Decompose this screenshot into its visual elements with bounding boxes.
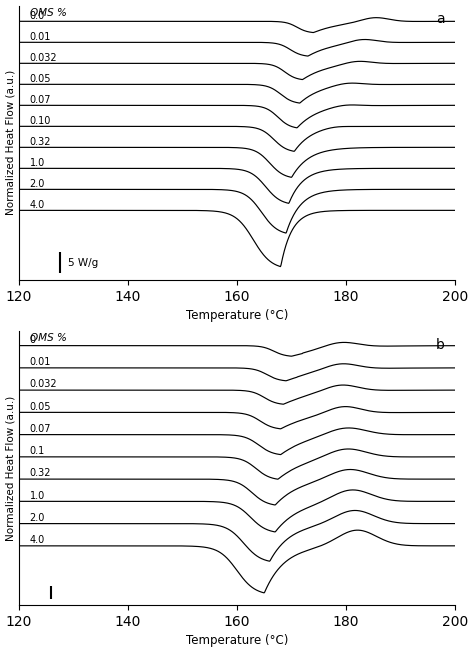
Text: 0.01: 0.01: [30, 31, 51, 42]
Text: 0.32: 0.32: [30, 468, 51, 479]
Text: 0.32: 0.32: [30, 136, 51, 147]
Text: 1.0: 1.0: [30, 490, 45, 501]
Text: 0.07: 0.07: [30, 424, 51, 434]
Text: 0.032: 0.032: [30, 379, 57, 389]
Text: 5 W/g: 5 W/g: [68, 258, 98, 268]
Text: 0.07: 0.07: [30, 95, 51, 104]
Text: OMS %: OMS %: [30, 332, 66, 343]
Text: 2.0: 2.0: [30, 513, 45, 523]
Text: 0.0: 0.0: [30, 10, 45, 21]
Text: 1.0: 1.0: [30, 157, 45, 168]
Text: b: b: [436, 338, 445, 351]
Text: 0.032: 0.032: [30, 53, 57, 63]
Text: a: a: [436, 12, 445, 26]
Text: 0.05: 0.05: [30, 74, 51, 84]
Text: 0.01: 0.01: [30, 357, 51, 367]
Text: 2.0: 2.0: [30, 179, 45, 189]
Text: 4.0: 4.0: [30, 535, 45, 545]
X-axis label: Temperature (°C): Temperature (°C): [186, 310, 288, 322]
Text: 0.10: 0.10: [30, 116, 51, 125]
X-axis label: Temperature (°C): Temperature (°C): [186, 635, 288, 647]
Y-axis label: Normalized Heat Flow (a.u.): Normalized Heat Flow (a.u.): [6, 70, 16, 215]
Y-axis label: Normalized Heat Flow (a.u.): Normalized Heat Flow (a.u.): [6, 395, 16, 541]
Text: 4.0: 4.0: [30, 200, 45, 210]
Text: 0: 0: [30, 335, 36, 345]
Text: 0.05: 0.05: [30, 402, 51, 412]
Text: OMS %: OMS %: [30, 8, 66, 18]
Text: 0.1: 0.1: [30, 446, 45, 456]
